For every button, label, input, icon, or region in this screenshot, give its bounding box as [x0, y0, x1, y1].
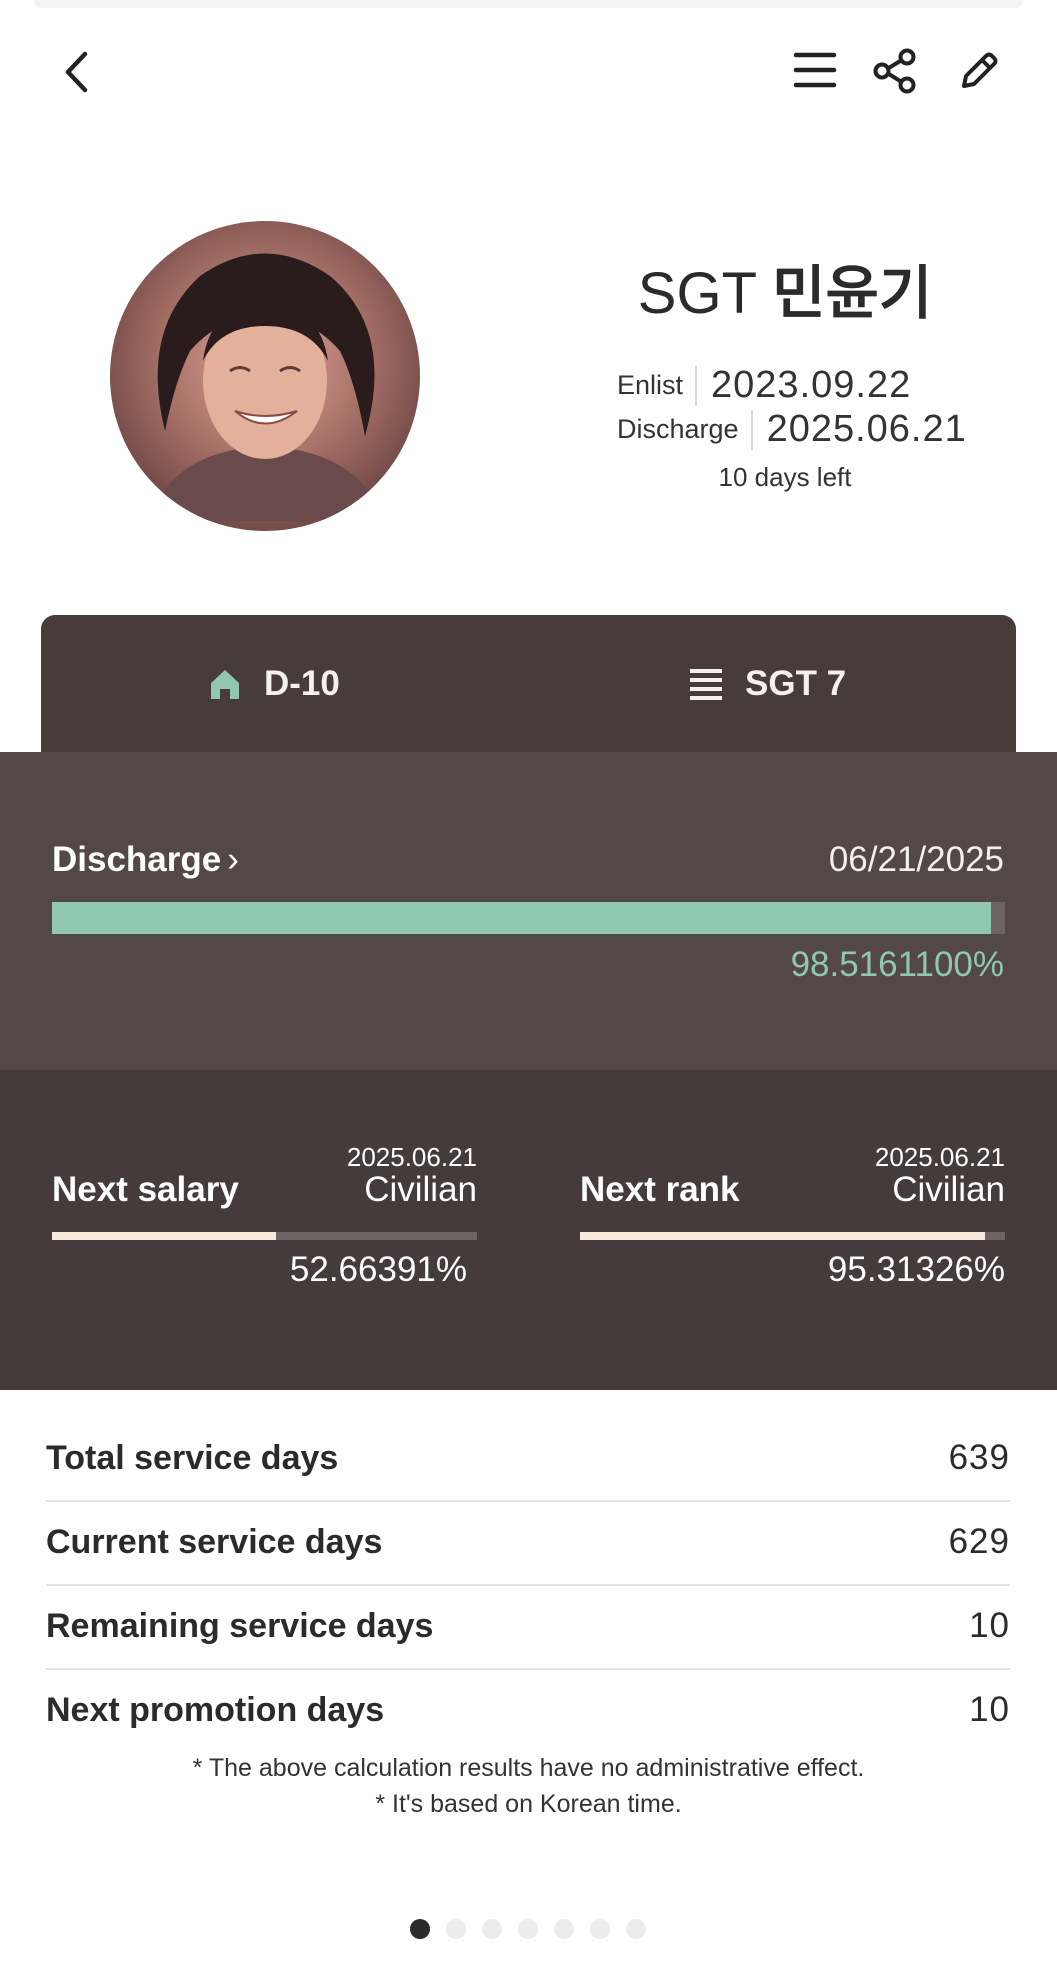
tab-dday-label: D-10 [264, 663, 340, 703]
discharge-progress-fill [52, 902, 991, 934]
discharge-progress-bar [52, 902, 1005, 934]
discharge-section: Discharge › 06/21/2025 98.5161100% [0, 752, 1057, 1070]
list-icon [690, 668, 722, 700]
discharge-title: Discharge [52, 840, 222, 879]
profile-rank: SGT [637, 261, 756, 326]
next-rank-progress-bar [580, 1232, 1005, 1240]
next-rank-progress-fill [580, 1232, 986, 1240]
tab-bar: D-10 SGT 7 [41, 615, 1016, 752]
menu-button[interactable] [793, 50, 837, 90]
disclaimer-note: * The above calculation results have no … [192, 1754, 865, 1782]
page-dot[interactable] [590, 1919, 610, 1939]
next-salary-date: 2025.06.21 [346, 1142, 477, 1172]
days-left: 10 days left [718, 462, 852, 492]
next-rank-title: Next rank [580, 1170, 740, 1209]
enlist-row: Enlist 2023.09.22 [617, 364, 911, 407]
next-salary-target: Civilian [364, 1170, 477, 1209]
stat-row-remaining: Remaining service days 10 [46, 1584, 1010, 1670]
discharge-target-date: 06/21/2025 [828, 840, 1004, 879]
page-dot[interactable] [446, 1919, 466, 1939]
stat-label: Remaining service days [46, 1606, 434, 1645]
divider [750, 409, 753, 450]
stat-label: Current service days [46, 1522, 383, 1561]
stat-label: Total service days [46, 1438, 339, 1477]
share-button[interactable] [872, 48, 918, 94]
chevron-right-icon: › [227, 840, 239, 879]
discharge-percent: 98.5161100% [790, 945, 1004, 984]
profile-name: SGT 민윤기 [560, 258, 1010, 329]
stat-row-promotion: Next promotion days 10 [46, 1668, 1010, 1752]
next-section: Next salary 2025.06.21 Civilian 52.66391… [0, 1070, 1057, 1390]
next-salary-title: Next salary [52, 1170, 239, 1209]
discharge-link[interactable]: Discharge › [52, 840, 239, 880]
divider [695, 365, 698, 406]
stat-value: 10 [969, 1606, 1010, 1645]
stat-row-current: Current service days 629 [46, 1500, 1010, 1586]
avatar [110, 221, 420, 531]
next-salary-progress-bar [52, 1232, 477, 1240]
page-dot[interactable] [518, 1919, 538, 1939]
page-dot[interactable] [482, 1919, 502, 1939]
page-dot[interactable] [554, 1919, 574, 1939]
stat-value: 629 [948, 1522, 1010, 1561]
enlist-label: Enlist [617, 370, 684, 400]
tab-dday[interactable]: D-10 [208, 615, 340, 752]
pencil-icon [962, 52, 998, 88]
page-dot[interactable] [410, 1919, 430, 1939]
chevron-left-icon [65, 51, 88, 93]
next-salary-progress-fill [52, 1232, 276, 1240]
back-button[interactable] [58, 48, 98, 96]
enlist-date: 2023.09.22 [711, 364, 912, 406]
menu-icon [793, 52, 837, 88]
tab-rank-label: SGT 7 [745, 663, 847, 703]
page-dot[interactable] [626, 1919, 646, 1939]
tab-rank[interactable]: SGT 7 [689, 615, 846, 752]
page-indicator[interactable] [410, 1919, 662, 1939]
next-rank-target: Civilian [892, 1170, 1005, 1209]
stat-row-total: Total service days 639 [46, 1416, 1010, 1502]
next-salary-percent: 52.66391% [289, 1250, 467, 1289]
discharge-date: 2025.06.21 [766, 408, 967, 450]
stat-value: 639 [948, 1438, 1010, 1477]
top-sheet-edge [34, 0, 1023, 8]
next-rank-percent: 95.31326% [827, 1250, 1005, 1289]
timezone-note: * It's based on Korean time. [375, 1790, 682, 1818]
next-rank-date: 2025.06.21 [874, 1142, 1005, 1172]
edit-button[interactable] [956, 48, 1002, 94]
discharge-row: Discharge 2025.06.21 [617, 408, 967, 451]
discharge-label: Discharge [617, 414, 739, 444]
stat-label: Next promotion days [46, 1690, 385, 1729]
home-icon [211, 669, 239, 699]
profile-person-name: 민윤기 [772, 259, 933, 327]
stat-value: 10 [969, 1690, 1010, 1729]
share-icon [873, 48, 916, 94]
